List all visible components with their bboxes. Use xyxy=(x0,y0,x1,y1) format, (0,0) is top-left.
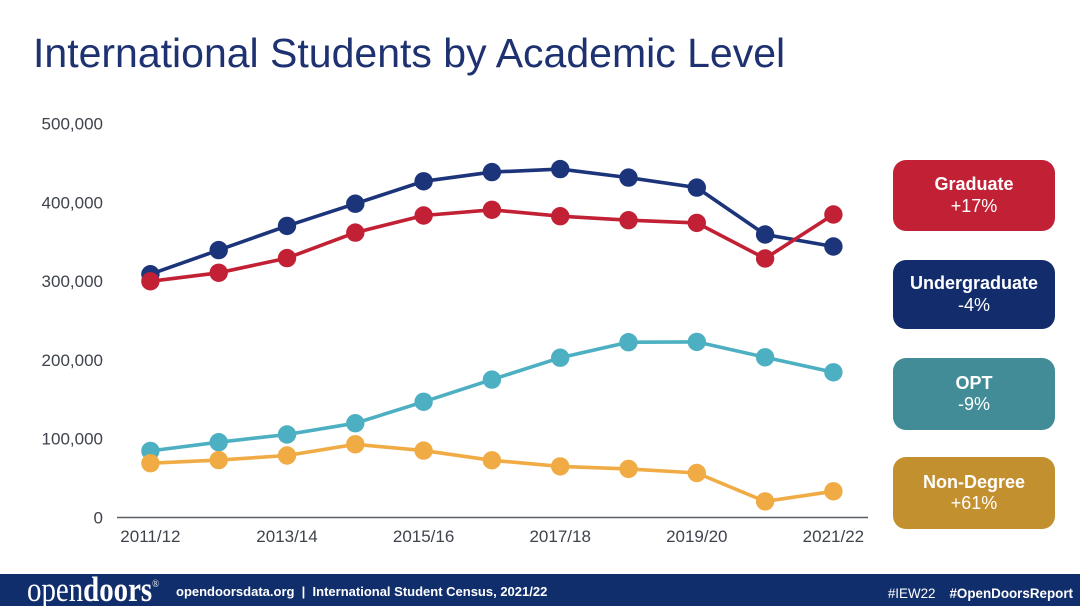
svg-text:200,000: 200,000 xyxy=(42,351,103,370)
svg-text:400,000: 400,000 xyxy=(42,193,103,212)
svg-text:2011/12: 2011/12 xyxy=(120,527,180,546)
svg-text:2019/20: 2019/20 xyxy=(666,527,727,546)
svg-text:2013/14: 2013/14 xyxy=(256,527,317,546)
svg-text:300,000: 300,000 xyxy=(42,272,103,291)
svg-text:2017/18: 2017/18 xyxy=(529,527,590,546)
svg-text:2021/22: 2021/22 xyxy=(803,527,864,546)
svg-text:2015/16: 2015/16 xyxy=(393,527,454,546)
svg-text:0: 0 xyxy=(94,509,103,528)
svg-text:100,000: 100,000 xyxy=(42,430,103,449)
svg-text:500,000: 500,000 xyxy=(42,115,103,134)
